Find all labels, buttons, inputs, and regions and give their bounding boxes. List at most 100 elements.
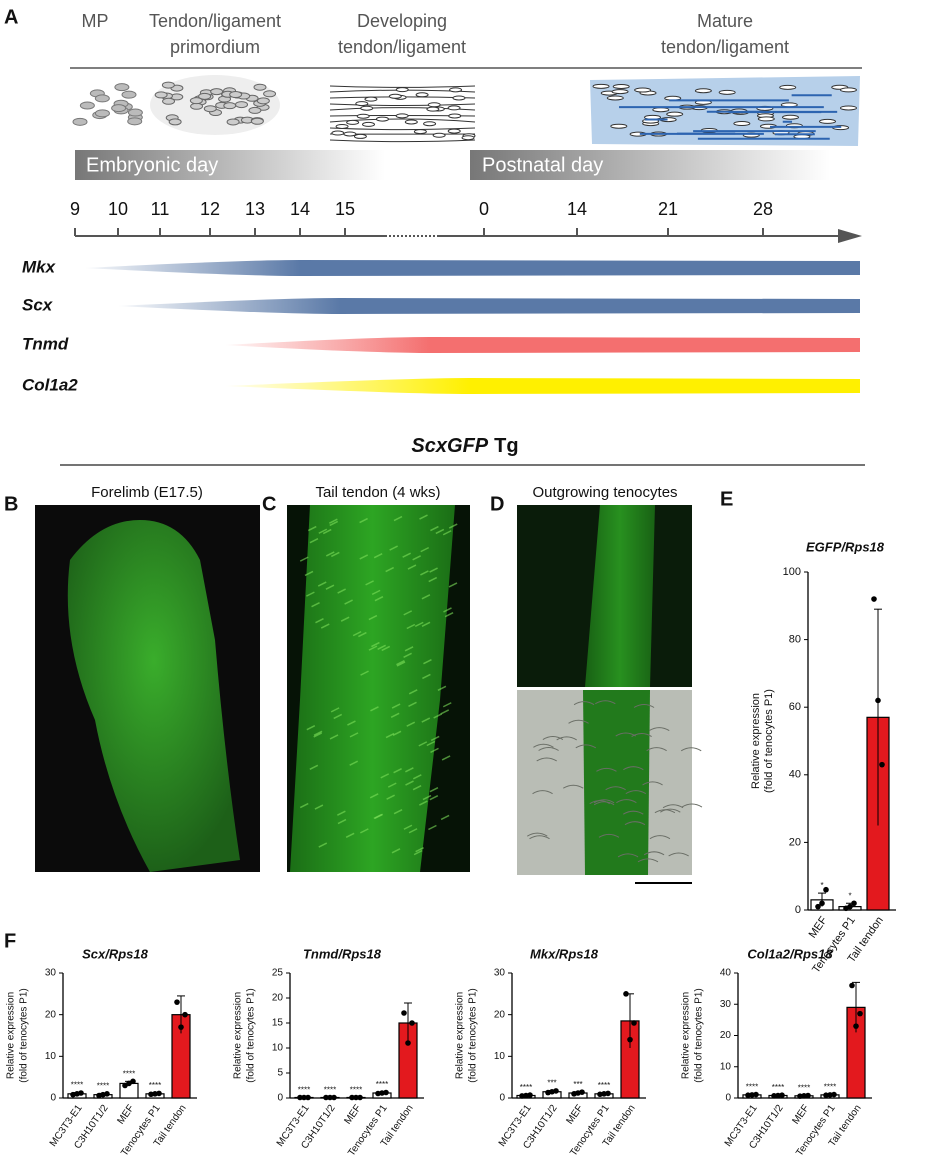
y-tick-label: 40: [720, 968, 732, 979]
streak: [402, 552, 411, 558]
y-axis-label: (fold of tenocytes P1): [468, 988, 479, 1083]
cell: [447, 128, 461, 134]
day-label: 28: [753, 199, 773, 219]
cell: [606, 95, 624, 101]
y-tick-label: 40: [789, 769, 801, 781]
data-point: [297, 1094, 303, 1101]
cell: [226, 118, 240, 126]
streak: [306, 591, 315, 597]
streak: [407, 564, 417, 570]
streak: [314, 804, 324, 810]
cell: [452, 95, 466, 101]
cell: [652, 107, 670, 113]
streak: [318, 528, 328, 534]
streak: [440, 814, 450, 821]
stage-label: Developing: [357, 11, 447, 31]
data-point: [749, 1092, 755, 1098]
cell: [461, 135, 475, 141]
day-label: 15: [335, 199, 355, 219]
data-point: [823, 1092, 829, 1098]
streak: [360, 828, 369, 834]
cell-outline: [642, 781, 663, 786]
cell: [448, 113, 462, 119]
cell: [447, 105, 461, 111]
streak: [389, 545, 398, 551]
cell-outline: [633, 704, 655, 708]
stage-label: tendon/ligament: [338, 37, 466, 57]
significance: ***: [547, 1079, 556, 1088]
streak: [368, 645, 378, 651]
panel-label: C: [262, 493, 276, 515]
streak: [443, 607, 452, 613]
tendon-band: [290, 505, 455, 872]
fiber: [329, 127, 476, 131]
y-tick-label: 0: [725, 1093, 731, 1104]
cell-outline: [631, 733, 652, 737]
cell: [360, 105, 374, 111]
stage-label: tendon/ligament: [661, 37, 789, 57]
day-label: 14: [290, 199, 310, 219]
streak: [340, 616, 350, 622]
streak: [299, 802, 309, 809]
day-label: 0: [479, 199, 489, 219]
data-point: [409, 1020, 415, 1026]
significance: ****: [71, 1081, 83, 1090]
cell: [779, 84, 797, 90]
y-tick-label: 30: [45, 968, 57, 979]
cell: [114, 83, 130, 92]
streak: [311, 602, 320, 608]
chart-title: Col1a2/Rps18: [747, 946, 833, 961]
streak: [304, 570, 314, 577]
streak: [441, 755, 451, 761]
image-caption: Outgrowing tenocytes: [532, 484, 677, 501]
cell: [210, 88, 224, 96]
cell: [432, 132, 446, 138]
streak: [385, 566, 394, 573]
cell: [718, 89, 736, 95]
cell: [819, 118, 837, 124]
x-tick-label: MEF: [116, 1103, 137, 1127]
streak: [429, 795, 439, 801]
significance: ****: [824, 1082, 836, 1091]
day-label: 11: [151, 199, 170, 219]
cell-outline: [563, 784, 584, 789]
cell-outline: [575, 744, 597, 749]
streak: [370, 706, 379, 712]
streak: [393, 515, 403, 522]
y-tick-label: 20: [789, 836, 801, 848]
cell: [427, 102, 441, 108]
chart-title: Tnmd/Rps18: [303, 946, 382, 961]
embryonic-label: Embryonic day: [86, 154, 218, 176]
cell: [694, 88, 712, 94]
streak: [396, 661, 406, 667]
streak: [444, 612, 454, 618]
significance: ****: [97, 1082, 109, 1091]
streak: [392, 730, 402, 736]
y-tick-label: 10: [272, 1043, 284, 1054]
streak: [360, 670, 369, 676]
cell: [223, 102, 237, 110]
streak: [349, 760, 359, 766]
streak: [393, 768, 402, 774]
cell: [426, 106, 440, 112]
streak: [421, 594, 431, 600]
section-title: ScxGFP Tg: [411, 435, 518, 457]
cell: [611, 89, 629, 95]
gene-name: Mkx: [22, 257, 57, 276]
data-point: [174, 999, 180, 1005]
gene-name: Tnmd: [22, 334, 69, 353]
streak: [371, 589, 381, 596]
streak: [396, 659, 405, 666]
cell-outline: [681, 803, 703, 808]
gene-expression: [118, 298, 860, 314]
image-caption: Forelimb (E17.5): [91, 484, 203, 501]
data-point: [875, 697, 881, 704]
cell-outline: [589, 800, 610, 805]
x-tick-label: MEF: [791, 1103, 812, 1127]
y-tick-label: 10: [720, 1061, 732, 1072]
streak: [359, 554, 369, 560]
cell: [355, 101, 369, 107]
significance: ****: [772, 1083, 784, 1092]
streak: [352, 630, 362, 637]
streak: [448, 582, 458, 588]
